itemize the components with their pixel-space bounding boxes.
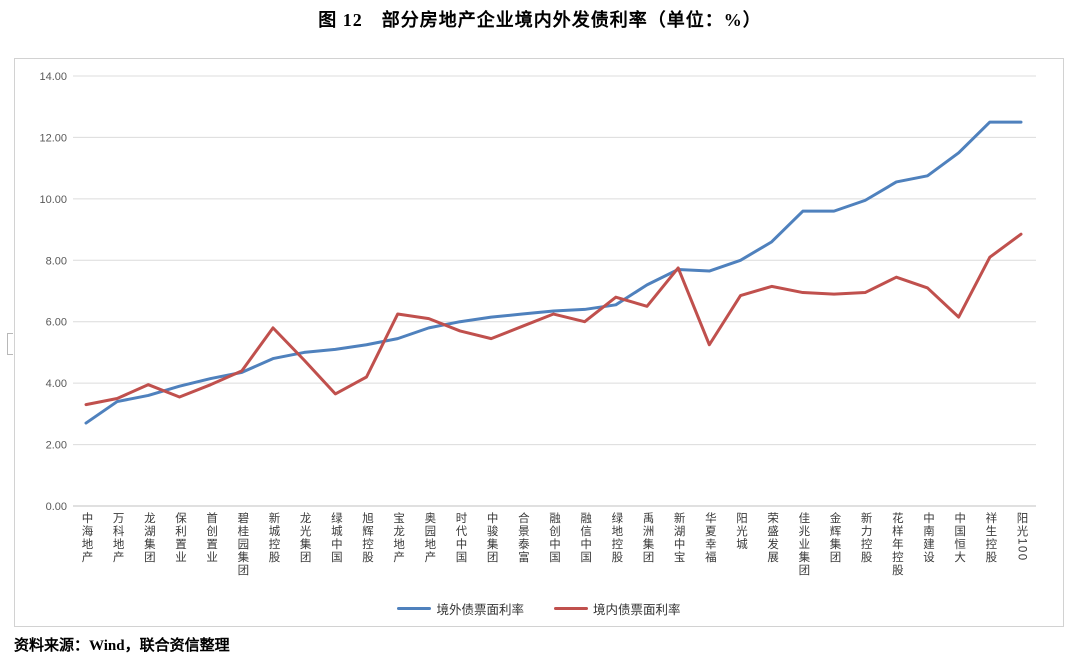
x-axis-label: 荣盛发展 [766,512,779,564]
x-axis-label: 中海地产 [80,512,93,564]
x-axis-label: 龙湖集团 [142,512,155,564]
x-axis-label: 合景泰富 [516,512,529,564]
x-axis-label: 阳光100 [1015,512,1028,562]
x-axis-label: 阳光城 [735,512,747,551]
y-axis-tick-label: 14.00 [39,71,67,83]
y-axis-tick-label: 4.00 [46,378,67,390]
x-axis-label: 保利置业 [174,512,186,564]
x-axis-label: 新湖中宝 [672,512,685,564]
x-axis-label: 金辉集团 [828,512,841,564]
domestic-rate-line [84,232,1023,407]
legend-item-domestic: 境内债票面利率 [554,599,681,618]
y-axis-tick-label: 12.00 [39,132,67,144]
offshore-line-swatch-icon [397,607,432,610]
x-axis-label: 宝龙地产 [392,512,405,564]
y-axis-tick-label: 6.00 [46,317,67,329]
plot-area: 0.00 2.00 4.00 6.00 8.00 10.00 12.00 14.00 [39,71,1036,513]
x-axis-label: 中骏集团 [485,512,498,564]
x-axis-label: 绿地控股 [610,512,623,564]
legend-label-domestic: 境内债票面利率 [593,603,681,617]
legend-item-offshore: 境外债票面利率 [397,599,524,618]
source-note: 资料来源：Wind，联合资信整理 [14,638,230,654]
y-axis-tick-label: 0.00 [46,501,67,513]
domestic-line-swatch-icon [554,607,588,610]
x-axis-label: 祥生控股 [984,512,997,564]
x-axis-label: 新力控股 [859,512,872,564]
x-axis-label: 万科地产 [111,512,124,564]
x-axis-label: 中南建设 [922,512,934,564]
selection-handle [7,333,13,355]
y-axis-tick-label: 10.00 [39,194,67,206]
x-axis-label: 融创中国 [548,512,560,564]
chart-legend: 境外债票面利率 境内债票面利率 [15,599,1063,618]
x-axis-label: 花样年控股 [890,512,903,577]
x-axis-label: 新城控股 [267,512,280,564]
x-axis-label: 绿城中国 [329,512,342,564]
x-axis-label: 旭辉控股 [361,512,373,564]
x-axis-label: 龙光集团 [298,512,311,564]
x-axis-label: 时代中国 [454,512,467,564]
legend-label-offshore: 境外债票面利率 [436,603,524,617]
x-axis-label: 融信中国 [579,512,592,564]
x-axis-label: 禹洲集团 [641,512,654,564]
x-axis-label: 中国恒大 [953,512,966,564]
y-axis-tick-label: 2.00 [46,440,67,452]
x-axis-label: 首创置业 [205,512,218,564]
x-axis-label: 佳兆业集团 [797,512,810,577]
y-axis-tick-label: 8.00 [46,255,67,267]
line-chart[interactable]: 0.00 2.00 4.00 6.00 8.00 10.00 12.00 14.00 中海地产… [14,58,1064,627]
x-axis-label: 奥园地产 [423,512,436,564]
x-axis-label: 华夏幸福 [703,512,716,564]
x-axis-label: 碧桂园集团 [236,512,249,577]
chart-title: 图 12 部分房地产企业境内外发债利率（单位：%） [318,10,762,30]
